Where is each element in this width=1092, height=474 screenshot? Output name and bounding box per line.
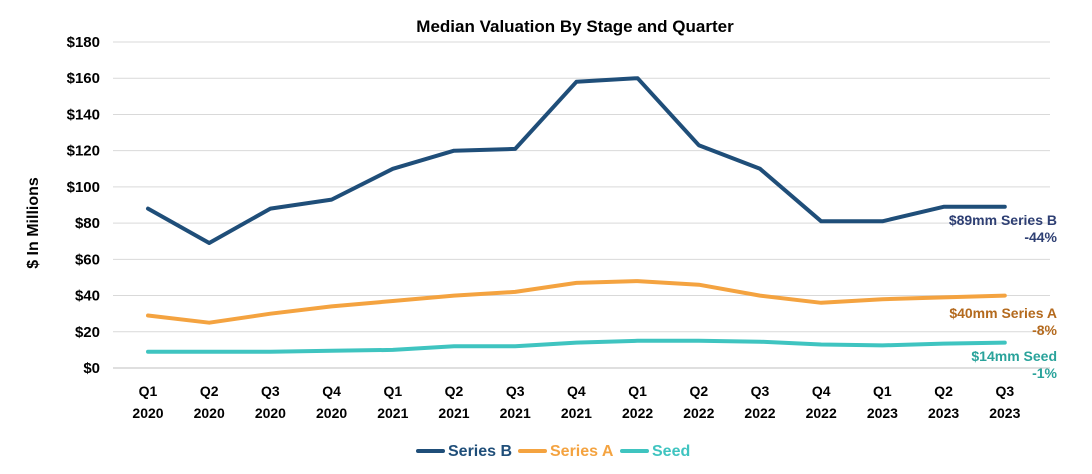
x-tick-label: 2020 [194, 405, 225, 421]
y-tick-label: $80 [75, 215, 100, 232]
gridlines [113, 41, 1050, 369]
series-line-series-a [146, 279, 1007, 325]
legend-label: Series B [448, 443, 512, 460]
end-annotations: $89mm Series B-44% $40mm Series A-8% $14mm… [949, 212, 1058, 381]
x-axis-ticks: Q1 2020 Q2 2020 Q3 2020 Q4 2020 Q1 2021 Q2 2021 Q3 20… [132, 383, 1020, 421]
y-tick-label: $160 [67, 70, 100, 87]
x-tick-label: Q3 [995, 383, 1014, 399]
x-tick-label: 2023 [989, 405, 1020, 421]
y-tick-label: $0 [83, 360, 100, 377]
x-tick-label: 2022 [806, 405, 837, 421]
x-tick-label: 2020 [132, 405, 163, 421]
x-tick-label: Q1 [628, 383, 647, 399]
x-tick-label: 2021 [561, 405, 592, 421]
x-tick-label: Q4 [322, 383, 341, 399]
x-tick-label: 2023 [928, 405, 959, 421]
x-tick-label: 2021 [500, 405, 531, 421]
annotation-text: $40mm Series A [949, 305, 1057, 321]
x-tick-label: 2021 [438, 405, 469, 421]
series-line-series-b [146, 76, 1007, 245]
x-tick-label: 2020 [255, 405, 286, 421]
x-tick-label: Q2 [200, 383, 219, 399]
x-tick-label: 2020 [316, 405, 347, 421]
x-tick-label: Q1 [139, 383, 158, 399]
x-tick-label: 2023 [867, 405, 898, 421]
legend-label: Seed [652, 443, 690, 460]
x-tick-label: Q1 [383, 383, 402, 399]
y-tick-label: $100 [67, 179, 100, 196]
series-lines [146, 76, 1007, 354]
y-tick-label: $20 [75, 324, 100, 341]
y-tick-label: $180 [67, 34, 100, 51]
x-tick-label: 2021 [377, 405, 408, 421]
x-tick-label: Q2 [934, 383, 953, 399]
y-tick-label: $40 [75, 288, 100, 305]
chart-title: Median Valuation By Stage and Quarter [416, 17, 734, 36]
annotation-text: -1% [1032, 365, 1057, 381]
annotation-text: $14mm Seed [971, 348, 1057, 364]
x-tick-label: 2022 [683, 405, 714, 421]
y-tick-label: $60 [75, 251, 100, 268]
y-axis-label: $ In Millions [25, 177, 42, 269]
annotation-text: -8% [1032, 322, 1057, 338]
x-tick-label: 2022 [622, 405, 653, 421]
x-tick-label: Q3 [261, 383, 280, 399]
y-tick-label: $140 [67, 106, 100, 123]
x-tick-label: Q4 [812, 383, 831, 399]
y-axis-ticks: $0 $20 $40 $60 $80 $100 $120 $140 $160 $180 [67, 34, 100, 377]
x-tick-label: Q3 [506, 383, 525, 399]
annotation-text: -44% [1024, 229, 1057, 245]
x-tick-label: Q4 [567, 383, 586, 399]
x-tick-label: Q1 [873, 383, 892, 399]
annotation-text: $89mm Series B [949, 212, 1057, 228]
x-tick-label: Q3 [751, 383, 770, 399]
legend-label: Series A [550, 443, 614, 460]
series-line-seed [146, 338, 1007, 354]
x-tick-label: 2022 [744, 405, 775, 421]
legend: Series B Series A Seed [416, 443, 690, 460]
x-tick-label: Q2 [689, 383, 708, 399]
y-tick-label: $120 [67, 143, 100, 160]
x-tick-label: Q2 [445, 383, 464, 399]
